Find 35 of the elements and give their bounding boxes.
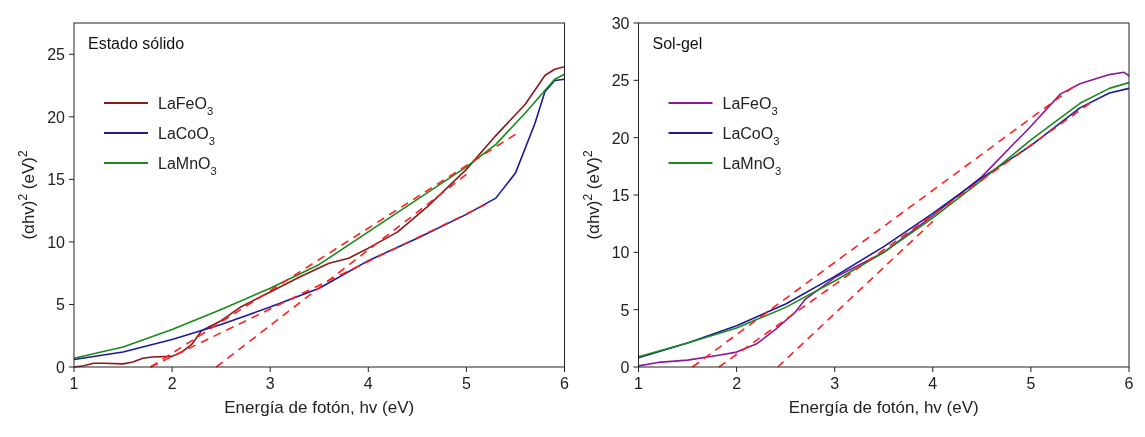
- x-tick-label: 2: [167, 375, 177, 392]
- x-tick-label: 6: [560, 375, 570, 392]
- y-tick-label: 25: [611, 72, 630, 90]
- y-tick-label: 15: [611, 187, 630, 204]
- legend-label: LaCoO$_{3}$: [158, 125, 215, 147]
- y-tick-label: 10: [611, 244, 630, 262]
- legend-label: LaMnO$_{3}$: [158, 155, 217, 177]
- y-tick-label: 10: [47, 233, 66, 251]
- legend-label: LaFeO$_{3}$: [722, 95, 778, 117]
- x-tick-label: 4: [928, 375, 938, 392]
- text: Estado sólido: [88, 35, 185, 52]
- legend-label: LaCoO$_{3}$: [722, 125, 780, 147]
- x-axis-title: Energía de fotón, hv (eV): [224, 398, 415, 417]
- y-tick-label: 0: [620, 359, 630, 376]
- x-tick-label: 2: [732, 375, 742, 392]
- legend-label: LaFeO$_{3}$: [158, 95, 214, 117]
- x-tick-label: 3: [830, 375, 840, 392]
- x-tick-label: 5: [461, 375, 471, 392]
- y-tick-label: 15: [47, 171, 66, 189]
- x-axis-title: Energía de fotón, hv (eV): [788, 398, 979, 417]
- x-tick-label: 1: [69, 375, 79, 392]
- x-tick-label: 6: [1124, 375, 1134, 392]
- x-tick-label: 3: [265, 375, 275, 392]
- x-tick-label: 1: [634, 375, 644, 392]
- y-tick-label: 30: [611, 15, 630, 32]
- y-tick-label: 20: [611, 129, 630, 147]
- text: Sol-gel: [652, 35, 703, 52]
- y-tick-label: 5: [620, 301, 630, 319]
- y-tick-label: 0: [56, 359, 66, 376]
- y-tick-label: 25: [47, 46, 66, 64]
- x-tick-label: 5: [1026, 375, 1036, 392]
- x-tick-label: 4: [363, 375, 373, 392]
- legend-label: LaMnO$_{3}$: [722, 155, 782, 177]
- y-tick-label: 20: [47, 108, 66, 126]
- y-tick-label: 5: [56, 296, 66, 314]
